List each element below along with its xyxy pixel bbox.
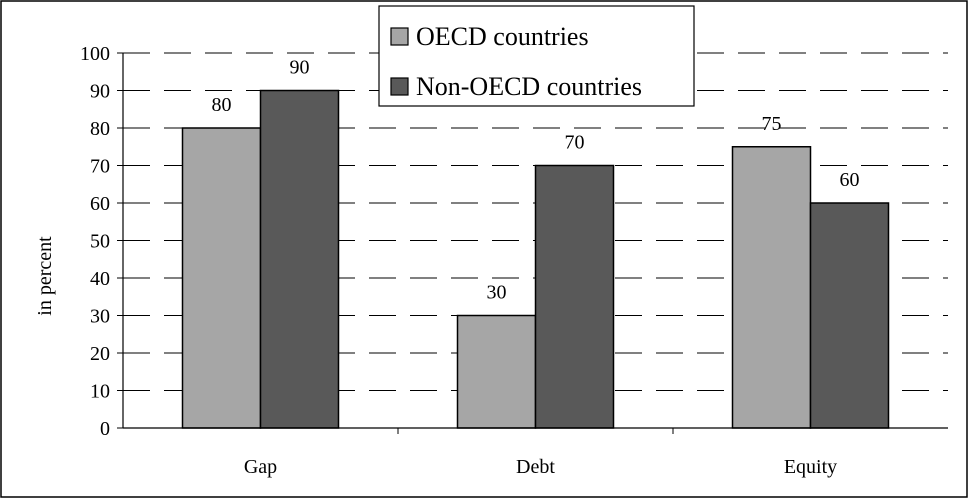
labels: 0 10 20 30 40 50 60 70 80 90 100 80 90 Gap 30 70 Debt 75 6… [80,43,860,478]
y-tick-label-80: 80 [90,118,110,140]
legend-swatch-2 [390,77,409,96]
data-label-equity-series-2: 60 [840,169,860,191]
bar-debt-series-2 [534,164,615,429]
data-label-gap-series-1: 80 [212,94,232,116]
legend-label-1: OECD countries [416,22,589,51]
legend-label-2: Non-OECD countries [416,72,642,101]
bar-gap-series-1 [181,127,262,429]
data-label-gap-series-2: 90 [290,57,310,79]
axes [117,52,948,434]
y-tick-label-10: 10 [90,381,110,403]
bars [181,89,890,429]
y-tick-label-20: 20 [90,343,110,365]
x-tick-label-debt: Debt [516,456,555,478]
y-tick-label-30: 30 [90,306,110,328]
data-label-debt-series-1: 30 [487,282,507,304]
y-tick-label-40: 40 [90,268,110,290]
y-axis-title: in percent [34,236,56,316]
legend: OECD countries Non-OECD countries [378,5,695,107]
y-tick-label-90: 90 [90,81,110,103]
bar-equity-series-2 [809,202,890,429]
bar-equity-series-1 [731,146,812,429]
y-tick-label-70: 70 [90,156,110,178]
x-tick-label-gap: Gap [244,456,277,478]
y-tick-label-100: 100 [80,43,110,65]
x-tick-label-equity: Equity [784,456,837,478]
data-label-debt-series-2: 70 [565,132,585,154]
bar-debt-series-1 [456,314,537,429]
y-tick-label-50: 50 [90,231,110,253]
y-tick-label-60: 60 [90,193,110,215]
bar-gap-series-2 [259,89,340,429]
y-tick-label-0: 0 [100,418,110,440]
data-label-equity-series-1: 75 [762,113,782,135]
legend-box [378,5,695,107]
legend-swatch-1 [390,27,409,46]
